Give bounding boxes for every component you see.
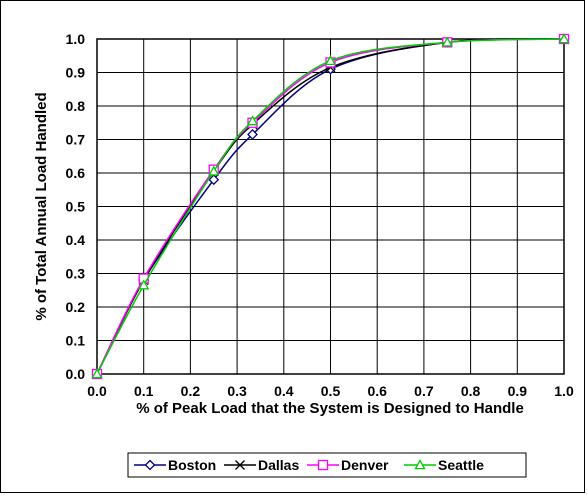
x-tick-label: 0.6 [367, 383, 387, 399]
y-axis-title: % of Total Annual Load Handled [33, 92, 50, 320]
x-axis-title: % of Peak Load that the System is Design… [136, 400, 524, 417]
legend-marker-boston [144, 459, 156, 471]
y-tick-label: 0.2 [66, 299, 86, 315]
y-tick-label: 0.1 [66, 333, 86, 349]
legend-marker-dallas [235, 460, 245, 470]
legend-label-seattle: Seattle [438, 457, 484, 473]
grid [96, 38, 565, 375]
x-tick-label: 0.0 [87, 383, 107, 399]
data-point-seattle [441, 36, 453, 47]
legend-label-dallas: Dallas [258, 457, 299, 473]
x-tick-label: 0.5 [321, 383, 341, 399]
data-point-seattle [558, 33, 570, 44]
x-tick-label: 0.1 [134, 383, 154, 399]
y-tick-label: 0.6 [66, 165, 86, 181]
y-tick-label: 0.9 [66, 65, 86, 81]
data-point-seattle [91, 368, 103, 379]
data-point-boston [247, 129, 258, 140]
x-tick-label: 1.0 [554, 383, 574, 399]
x-tick-label: 0.9 [508, 383, 528, 399]
y-tick-label: 0.0 [66, 366, 86, 382]
data-point-boston [208, 174, 220, 186]
x-tick-label: 0.7 [414, 383, 434, 399]
series-lines [91, 33, 570, 380]
y-tick-label: 0.5 [66, 199, 86, 215]
x-tick-label: 0.8 [461, 383, 481, 399]
legend-marker-denver [317, 459, 329, 471]
legend: Boston Dallas Denver Seattle [127, 452, 527, 478]
y-tick-label: 0.7 [66, 132, 86, 148]
plot-area-border [96, 38, 565, 375]
x-tick-label: 0.3 [227, 383, 247, 399]
data-point-seattle [324, 54, 337, 66]
data-point-seattle [246, 115, 259, 126]
x-tick-label: 0.4 [274, 383, 294, 399]
series-seattle [91, 33, 570, 379]
legend-label-denver: Denver [341, 457, 389, 473]
y-tick-label: 0.8 [66, 98, 86, 114]
data-point-seattle [208, 165, 220, 176]
x-tick-label: 0.2 [181, 383, 201, 399]
tick-labels: 0.0 0.1 0.2 0.3 0.4 0.5 0.6 0.7 0.8 0.9 1.0 0.0 0.1 0… [66, 31, 574, 399]
legend-marker-seattle [414, 459, 426, 470]
data-point-seattle [138, 279, 150, 290]
legend-label-boston: Boston [168, 457, 216, 473]
y-tick-label: 0.3 [66, 266, 86, 282]
y-tick-label: 0.4 [66, 232, 86, 248]
y-tick-label: 1.0 [66, 31, 86, 47]
